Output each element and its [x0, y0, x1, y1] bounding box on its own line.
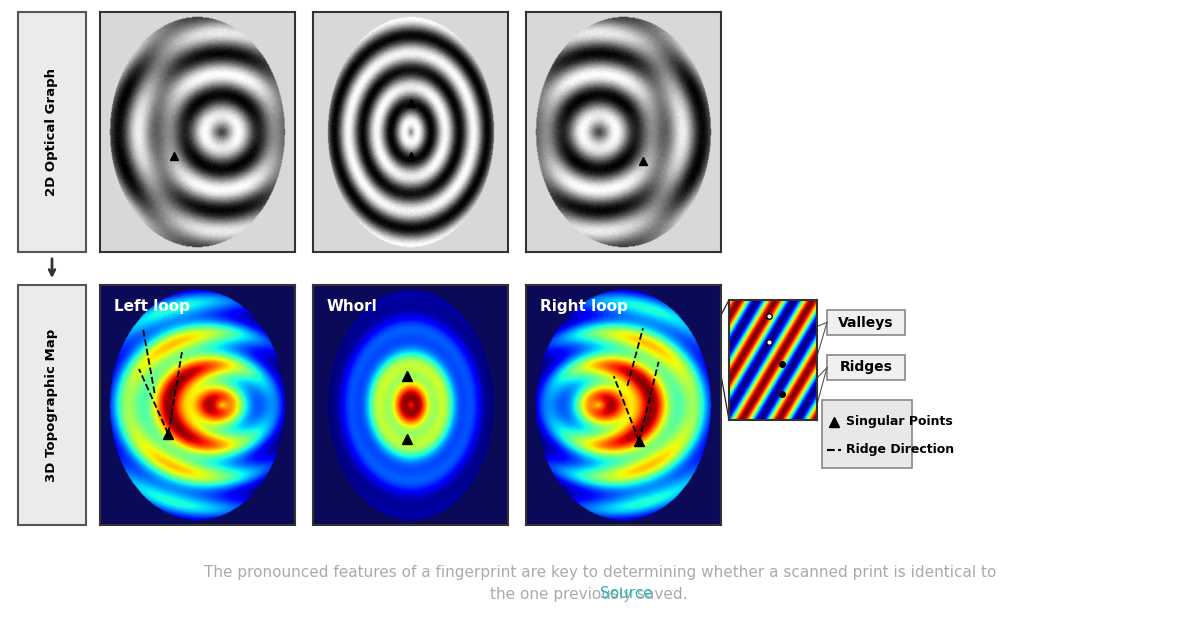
- Text: 3D Topographic Map: 3D Topographic Map: [46, 328, 59, 481]
- Bar: [18, 285, 86, 525]
- Text: The pronounced features of a fingerprint are key to determining whether a scanne: The pronounced features of a fingerprint…: [204, 564, 996, 580]
- Text: Left loop: Left loop: [114, 299, 190, 314]
- Text: Valleys: Valleys: [839, 316, 894, 329]
- Text: 2D Optical Graph: 2D Optical Graph: [46, 68, 59, 196]
- Text: Singular Points: Singular Points: [846, 416, 953, 428]
- Bar: [822, 400, 912, 468]
- Text: Whorl: Whorl: [326, 299, 377, 314]
- Text: Ridges: Ridges: [840, 360, 893, 374]
- Bar: [827, 310, 905, 335]
- Bar: [827, 355, 905, 380]
- Text: Right loop: Right loop: [540, 299, 628, 314]
- Bar: [18, 12, 86, 252]
- Text: Source: Source: [600, 587, 653, 602]
- Text: the one previously saved.: the one previously saved.: [490, 587, 692, 602]
- Text: Ridge Direction: Ridge Direction: [846, 444, 954, 457]
